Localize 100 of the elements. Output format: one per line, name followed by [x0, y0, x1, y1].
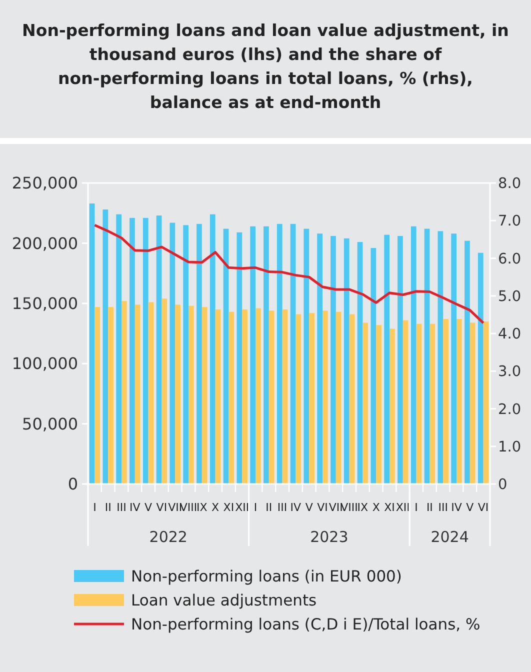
- x-tick-label: XII: [235, 501, 250, 514]
- x-tick-label: III: [277, 501, 288, 514]
- y-tick-label: 100,000: [12, 354, 78, 374]
- x-tick-label: VI: [156, 501, 168, 514]
- x-tick-label: V: [305, 501, 314, 514]
- bar: [188, 306, 194, 484]
- bar: [336, 312, 342, 484]
- x-tick-label: VI: [317, 501, 328, 514]
- text: 2022: [149, 528, 188, 546]
- bar: [478, 252, 484, 484]
- chart-title: Non-performing loans and loan value adjustment, in thousand euros (lhs) and the share of non-performing loans in total loans, % (rhs), balance as at end-month: [22, 21, 509, 112]
- bar: [282, 309, 288, 484]
- bar: [398, 236, 403, 484]
- bar: [89, 203, 95, 484]
- bar: [183, 225, 188, 484]
- bar: [170, 222, 176, 484]
- bar: [268, 310, 274, 484]
- line-series: [93, 224, 485, 324]
- bar: [250, 226, 256, 484]
- x-tick-label: II: [104, 501, 112, 514]
- x-tick-label: I: [254, 501, 258, 514]
- y2-tick-label: 0: [498, 477, 508, 494]
- y2-tick-label: 4.0: [498, 326, 522, 343]
- bar: [464, 240, 470, 484]
- bar: [443, 319, 448, 484]
- bar: [296, 314, 302, 484]
- legend-label: Loan value adjustments: [131, 591, 317, 610]
- y-tick-label: 200,000: [12, 234, 78, 253]
- bar: [116, 214, 122, 484]
- bar: [202, 307, 208, 484]
- bar: [304, 228, 310, 484]
- x-tick-label: XII: [396, 501, 410, 514]
- bar: [196, 224, 202, 484]
- bar: [344, 238, 350, 484]
- y2-tick-label: 3.0: [498, 364, 522, 380]
- bar: [175, 304, 180, 484]
- x-tick-label: V: [466, 501, 474, 514]
- bar: [416, 324, 422, 484]
- x-tick-label: IX: [196, 501, 208, 514]
- bar: [215, 309, 221, 484]
- x-tick-label: XI: [223, 501, 234, 514]
- bar: [242, 309, 248, 484]
- bar: [456, 319, 462, 484]
- bar: [134, 304, 140, 484]
- bar: [264, 226, 269, 484]
- bar: [370, 248, 376, 484]
- bar: [309, 313, 314, 484]
- x-tick-label: VI: [478, 501, 489, 514]
- bar: [108, 307, 114, 484]
- y-tick-label: 250,000: [12, 174, 78, 193]
- bar: [130, 218, 135, 484]
- x-tick-label: V: [144, 501, 153, 514]
- x-tick-label: IV: [130, 501, 141, 514]
- bar: [402, 320, 408, 484]
- x-tick-label: X: [212, 501, 220, 514]
- bar: [384, 234, 390, 484]
- bar: [122, 300, 127, 484]
- bar: [317, 234, 322, 484]
- bar: [483, 321, 489, 484]
- y-tick-label: 150,000: [12, 294, 78, 313]
- y2-tick-label: 1.0: [498, 439, 522, 456]
- bar: [256, 308, 261, 484]
- x-tick-label: VII: [168, 501, 182, 514]
- x-tick-label: I: [93, 501, 96, 514]
- bar: [424, 228, 430, 484]
- y-tick-label: 50,000: [22, 414, 78, 434]
- bar: [330, 236, 336, 484]
- x-tick-label: III: [116, 501, 126, 514]
- x-tick-label: X: [372, 501, 380, 514]
- y2-tick-label: 8.0: [498, 176, 522, 192]
- y2-tick-label: 7.0: [498, 214, 522, 230]
- bar: [362, 322, 368, 484]
- bar: [162, 298, 168, 484]
- bar: [349, 314, 355, 484]
- bar: [390, 328, 395, 484]
- bar: [322, 310, 328, 484]
- x-tick-label: IV: [290, 501, 302, 514]
- bar: [102, 209, 108, 484]
- y-tick-label: 0: [68, 474, 78, 494]
- bar: [210, 214, 216, 484]
- x-tick-label: III: [438, 501, 448, 514]
- bar: [410, 226, 416, 484]
- bar: [357, 242, 363, 484]
- x-tick-label: I: [414, 501, 418, 514]
- y2-tick-label: 6.0: [498, 251, 522, 268]
- bar: [438, 231, 444, 484]
- y2-tick-label: 2.0: [498, 402, 522, 418]
- text: 2024: [430, 528, 469, 546]
- bar: [156, 216, 162, 484]
- bar: [430, 324, 436, 484]
- bar: [94, 307, 100, 484]
- bar: [451, 234, 456, 484]
- bar: [470, 322, 476, 484]
- x-tick-label: VIII: [340, 501, 358, 514]
- bar: [276, 224, 282, 484]
- bar: [228, 312, 234, 484]
- x-tick-label: IX: [357, 501, 369, 514]
- y2-tick-label: 5.0: [498, 288, 522, 305]
- x-tick-label: XI: [384, 501, 395, 514]
- legend-label: Non-performing loans (in EUR 000): [131, 567, 402, 586]
